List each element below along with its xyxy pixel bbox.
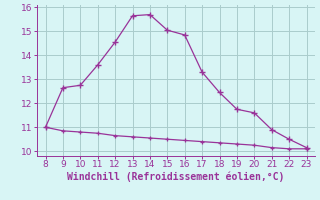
- X-axis label: Windchill (Refroidissement éolien,°C): Windchill (Refroidissement éolien,°C): [67, 172, 285, 182]
